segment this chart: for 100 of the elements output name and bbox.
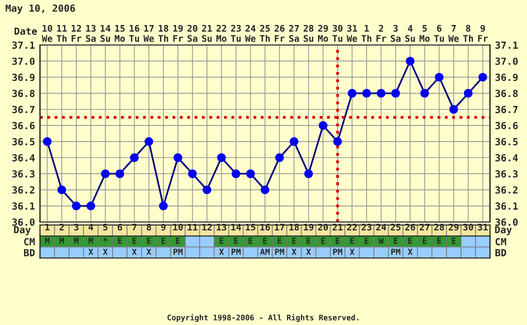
x-axis-title: Day: [495, 226, 512, 236]
text: E: [306, 238, 311, 244]
text: M: [74, 238, 78, 244]
y-tick-label: CM: [24, 238, 35, 246]
text: X: [132, 248, 137, 255]
text: E: [350, 238, 354, 244]
y-tick-label: BD: [24, 249, 35, 256]
point: [318, 121, 328, 130]
point: [72, 202, 81, 210]
text: AM: [260, 248, 270, 255]
text: X: [408, 248, 413, 255]
x2-tick-label: 14 Su: [100, 25, 110, 42]
point: [100, 169, 110, 178]
y2-tick-label: 36.6: [495, 122, 518, 130]
text: Day: [14, 226, 31, 236]
x2-tick-label: 19 Fr: [173, 24, 183, 42]
x2-tick-label: 8 Th: [463, 24, 473, 42]
text: PM: [232, 248, 241, 255]
x2-tick-label: 30 Tu: [332, 24, 342, 42]
x2-tick-label: 18 Th: [158, 24, 168, 42]
y2-tick-label: 36.1: [495, 202, 518, 210]
y2-tick-label: 37.1: [495, 41, 518, 49]
text: E: [132, 238, 136, 244]
text: M: [60, 238, 64, 244]
x2-tick-label: 5 Mo: [420, 25, 430, 42]
point: [420, 88, 430, 98]
text: E: [147, 238, 151, 244]
y2-tick-label: 36.2: [495, 186, 518, 194]
y-tick-label: 36.7: [12, 106, 34, 114]
y2-tick-label: 36.5: [495, 138, 518, 146]
x2-tick-label: 24 We: [245, 24, 256, 42]
point: [202, 185, 212, 194]
point: [464, 88, 473, 98]
text: E: [176, 238, 180, 244]
text: E: [437, 238, 442, 244]
x2-tick-label: 12 Fr: [72, 24, 82, 42]
x2-tick-label: 11 Th: [56, 25, 67, 42]
point: [304, 169, 313, 178]
text: PM: [333, 248, 342, 255]
chart-title: May 10, 2006: [6, 4, 75, 14]
x2-tick-label: 13 Sa: [86, 24, 96, 42]
text: W: [378, 238, 384, 244]
text: E: [278, 238, 282, 244]
text: X: [306, 248, 311, 255]
y2-tick-label: 37.0: [495, 58, 518, 65]
text: E: [118, 238, 122, 244]
point: [391, 88, 400, 98]
y-tick-label: 36.8: [12, 90, 35, 98]
y2-tick-label: CM: [496, 238, 506, 246]
y2-tick-label: 36.9: [495, 74, 518, 82]
text: E: [321, 238, 326, 244]
text: E: [394, 238, 398, 244]
x2-tick-label: 4 Su: [405, 25, 415, 42]
text: E: [336, 238, 340, 244]
y-tick-label: 36.6: [12, 122, 35, 130]
point: [174, 153, 182, 162]
x2-tick-label: 17 We: [143, 25, 154, 42]
point: [406, 56, 415, 66]
x2-tick-label: 2 Fr: [376, 24, 386, 42]
point: [478, 72, 488, 82]
point: [348, 88, 356, 98]
point: [57, 185, 66, 194]
text: X: [146, 248, 152, 255]
y-tick-label: 36.9: [12, 74, 35, 82]
point: [246, 169, 255, 178]
x2-tick-label: 6 Tu: [434, 24, 444, 42]
y2-tick-label: 36.0: [495, 218, 518, 226]
y-tick-label: 36.3: [12, 170, 35, 178]
text: E: [248, 238, 252, 244]
point: [260, 185, 270, 194]
y2-tick-label: 36.7: [495, 106, 518, 114]
y2-tick-label: 36.8: [495, 90, 518, 98]
x2-tick-label: 3 Sa: [390, 24, 401, 42]
x2-tick-label: 7 We: [448, 25, 459, 42]
text: E: [364, 238, 369, 244]
y-tick-label: 37.0: [12, 58, 35, 65]
x2-tick-label: 23 Tu: [230, 24, 241, 42]
text: E: [408, 238, 412, 244]
x2-tick-label: 20 Sa: [187, 24, 198, 42]
point: [362, 88, 371, 98]
point: [115, 169, 124, 178]
y-tick-label: 36.0: [12, 218, 35, 226]
x2-tick-label: 28 Su: [304, 24, 314, 42]
y2-tick-label: 36.4: [495, 154, 518, 162]
point: [275, 153, 284, 162]
text: E: [162, 238, 166, 244]
y-tick-label: 36.2: [12, 186, 34, 194]
y2-tick-label: BD: [495, 249, 506, 256]
x2-tick-label: 15 Mo: [114, 25, 125, 42]
text: E: [220, 238, 224, 244]
x2-tick-label: 21 Su: [202, 24, 212, 42]
text: M: [88, 238, 93, 244]
x2-tick-label: 9 Fr: [478, 24, 488, 42]
point: [130, 153, 139, 162]
y-tick-label: 36.4: [12, 154, 35, 162]
y2-tick-label: 36.3: [495, 170, 518, 178]
text: E: [234, 238, 238, 244]
x2-tick-label: 16 Tu: [129, 24, 140, 42]
text: X: [292, 248, 296, 255]
point: [290, 137, 298, 146]
